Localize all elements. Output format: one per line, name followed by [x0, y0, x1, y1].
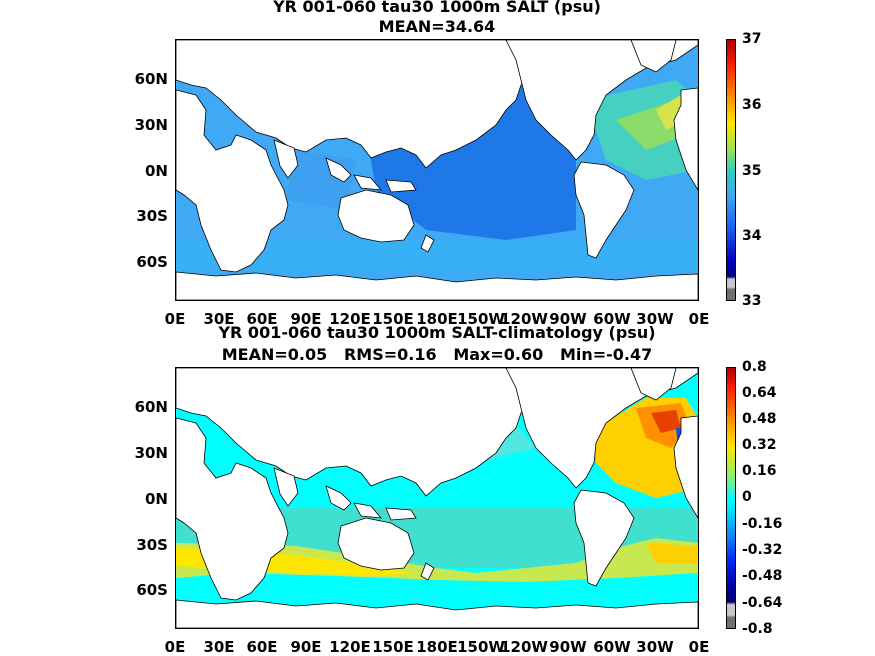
panel2-map-svg: [176, 368, 698, 628]
panel1-lon-150w: 150W: [457, 310, 505, 328]
panel1-lon-90w: 90W: [549, 310, 587, 328]
panel2-lon-0e: 0E: [164, 638, 186, 656]
panel2-title-line2: MEAN=0.05 RMS=0.16 Max=0.60 Min=-0.47: [221, 345, 653, 364]
panel1-lon-120w: 120W: [500, 310, 548, 328]
panel1-lat-60n: 60N: [134, 70, 168, 88]
panel2-cbar-label-0.32: 0.32: [742, 437, 777, 453]
panel2-lon-120w: 120W: [500, 638, 548, 656]
panel2-lon-90w: 90W: [549, 638, 587, 656]
panel2-cbar-label-0.48: 0.48: [742, 411, 777, 427]
panel2-colorbar-svg: [727, 368, 735, 628]
panel1-title-line1: YR 001-060 tau30 1000m SALT (psu): [273, 0, 601, 16]
panel1-lon-30e: 30E: [203, 310, 235, 328]
panel1-lon-0e-end: 0E: [688, 310, 710, 328]
panel2-lat-0n: 0N: [145, 490, 168, 508]
panel1-colorbar: [726, 39, 736, 301]
panel2-cbar-label-neg0.32: -0.32: [742, 542, 783, 558]
panel2-colorbar: [726, 367, 736, 629]
panel1-map: [175, 39, 699, 301]
panel2-cbar-label-neg0.16: -0.16: [742, 516, 783, 532]
panel2-lon-0e-end: 0E: [688, 638, 710, 656]
panel1-cbar-label-34: 34: [742, 228, 762, 244]
panel2-lon-60w: 60W: [593, 638, 631, 656]
panel2-cbar-label-neg0.8: -0.8: [742, 621, 773, 637]
panel2-lat-60n: 60N: [134, 398, 168, 416]
panel1-colorbar-svg: [727, 40, 735, 300]
panel1-lon-120e: 120E: [329, 310, 371, 328]
panel1-lon-90e: 90E: [290, 310, 322, 328]
panel2-lat-30s: 30S: [136, 536, 168, 554]
panel1-cbar-label-36: 36: [742, 97, 762, 113]
panel2-map: [175, 367, 699, 629]
panel2-cbar-label-0.16: 0.16: [742, 463, 777, 479]
panel1-map-svg: [176, 40, 698, 300]
panel1-lon-150e: 150E: [372, 310, 414, 328]
panel2-lon-150w: 150W: [457, 638, 505, 656]
panel2-cbar-label-0.64: 0.64: [742, 385, 777, 401]
panel2-cbar-label-neg0.64: -0.64: [742, 595, 783, 611]
panel1-lat-30n: 30N: [134, 116, 168, 134]
panel1-lon-0e: 0E: [164, 310, 186, 328]
panel1-lat-0n: 0N: [145, 162, 168, 180]
panel2-lat-30n: 30N: [134, 444, 168, 462]
panel1-lon-60w: 60W: [593, 310, 631, 328]
panel2-lon-60e: 60E: [246, 638, 278, 656]
panel1-title-line2: MEAN=34.64: [378, 17, 496, 36]
panel1-lon-60e: 60E: [246, 310, 278, 328]
panel2-lon-90e: 90E: [290, 638, 322, 656]
panel2-lon-30w: 30W: [636, 638, 674, 656]
panel2-lon-150e: 150E: [372, 638, 414, 656]
panel1-lat-60s: 60S: [136, 253, 168, 271]
panel1-cbar-label-37: 37: [742, 31, 762, 47]
panel1-lat-30s: 30S: [136, 207, 168, 225]
panel2-lat-60s: 60S: [136, 581, 168, 599]
panel2-lon-180e: 180E: [416, 638, 458, 656]
panel1-cbar-label-35: 35: [742, 163, 762, 179]
panel2-lon-30e: 30E: [203, 638, 235, 656]
panel2-lon-120e: 120E: [329, 638, 371, 656]
panel1-cbar-label-33: 33: [742, 293, 762, 309]
panel1-lon-30w: 30W: [636, 310, 674, 328]
panel2-cbar-label-0.8: 0.8: [742, 359, 767, 375]
panel2-cbar-label-0: 0: [742, 489, 752, 505]
panel2-cbar-label-neg0.48: -0.48: [742, 568, 783, 584]
panel1-lon-180e: 180E: [416, 310, 458, 328]
panel2-title-line1: YR 001-060 tau30 1000m SALT-climatology …: [218, 323, 656, 342]
